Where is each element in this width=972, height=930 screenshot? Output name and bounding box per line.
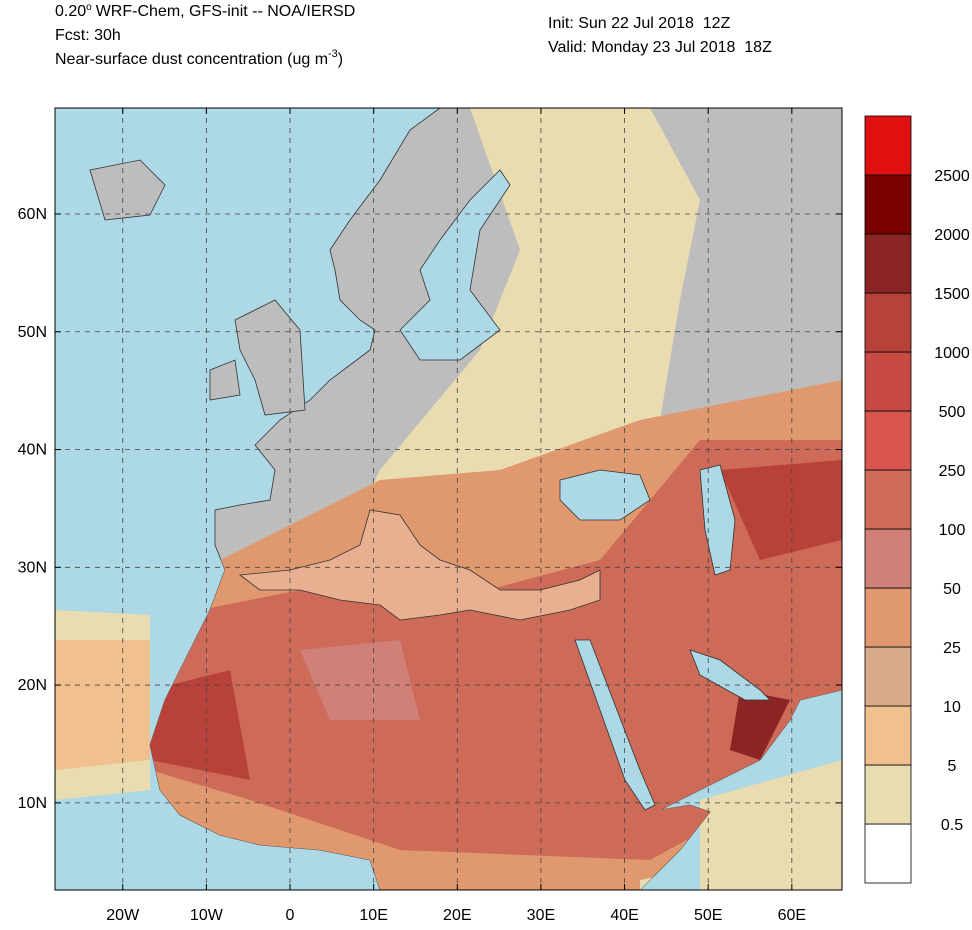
- variable-end: ): [338, 51, 343, 68]
- black-sea: [559, 469, 651, 521]
- ireland: [209, 359, 241, 401]
- title-rest: WRF-Chem, GFS-init -- NOA/IERSD: [96, 3, 356, 20]
- colorbar-label: 250: [939, 463, 966, 480]
- colorbar-label: 50: [943, 581, 961, 598]
- colorbar: 0.5 5 10 25 50 100 250 500 1000 1500 2000 2500: [864, 115, 970, 884]
- graticule: [55, 108, 842, 890]
- baltic-sea: [399, 169, 511, 361]
- y-tick-label: 50N: [18, 324, 47, 341]
- colorbar-bin: [864, 823, 912, 884]
- iceland: [89, 159, 166, 221]
- colorbar-bin: [864, 233, 912, 294]
- colorbar-label: 500: [939, 404, 966, 421]
- colorbar-label: 1000: [934, 345, 970, 362]
- forecast: Fcst: 30h: [55, 27, 121, 44]
- caspian-sea: [699, 464, 736, 576]
- colorbar-label: 5: [948, 758, 957, 775]
- variable-exponent: -3: [328, 48, 338, 60]
- dust-area: [730, 690, 790, 760]
- colorbar-label: 0.5: [941, 817, 963, 834]
- y-tick-label: 40N: [18, 442, 47, 459]
- colorbar-bin: [864, 115, 912, 176]
- x-tick-label: 20W: [106, 907, 140, 924]
- dust-area: [300, 640, 420, 720]
- x-tick-label: 60E: [778, 907, 806, 924]
- dust-area: [720, 460, 842, 560]
- ocean-dust: [700, 760, 842, 890]
- great-britain: [234, 299, 306, 416]
- axes: 20W 10W 0 10E 20E 30E 40E 50E 60E 60N 50N 40N 30N 20N…: [18, 108, 842, 924]
- init-time: Init: Sun 22 Jul 2018 12Z: [548, 15, 731, 32]
- y-tick-label: 10N: [18, 795, 47, 812]
- colorbar-bin: [864, 528, 912, 589]
- dust-field: [150, 108, 842, 890]
- variable: Near-surface dust concentration (ug m-3): [55, 48, 343, 68]
- x-tick-label: 10E: [359, 907, 387, 924]
- map-frame: [54, 107, 843, 891]
- colorbar-bin: [864, 292, 912, 353]
- x-tick-label: 20E: [443, 907, 471, 924]
- colorbar-bin: [864, 764, 912, 825]
- x-tick-label: 50E: [694, 907, 722, 924]
- colorbar-label: 2500: [934, 168, 970, 185]
- persian-gulf: [689, 649, 771, 701]
- dust-area: [370, 108, 700, 490]
- title-value: 0.20: [55, 3, 86, 20]
- colorbar-label: 1500: [934, 286, 970, 303]
- colorbar-label: 100: [939, 522, 966, 539]
- x-tick-label: 0: [286, 907, 295, 924]
- ocean-dust: [55, 640, 150, 770]
- colorbar-bin: [864, 174, 912, 235]
- islands: [89, 159, 306, 416]
- colorbar-bin: [864, 705, 912, 766]
- colorbar-label: 10: [943, 699, 961, 716]
- colorbar-bin: [864, 587, 912, 648]
- x-tick-label: 10W: [190, 907, 224, 924]
- title: 0.20o WRF-Chem, GFS-init -- NOA/IERSD: [55, 2, 355, 20]
- colorbar-bin: [864, 410, 912, 471]
- colorbar-label: 2000: [934, 227, 970, 244]
- dust-area: [150, 440, 842, 860]
- title-degree: o: [86, 2, 92, 13]
- colorbar-bin: [864, 646, 912, 707]
- y-tick-label: 30N: [18, 559, 47, 576]
- variable-text: Near-surface dust concentration (ug m: [55, 51, 328, 68]
- x-tick-label: 40E: [610, 907, 638, 924]
- colorbar-bin: [864, 469, 912, 530]
- y-tick-label: 60N: [18, 206, 47, 223]
- seas: [238, 169, 771, 811]
- colorbar-label: 25: [943, 640, 961, 657]
- valid-time: Valid: Monday 23 Jul 2018 18Z: [548, 39, 772, 56]
- y-tick-label: 20N: [18, 677, 47, 694]
- mediterranean: [238, 509, 601, 621]
- dust-area: [150, 670, 250, 780]
- red-sea: [574, 639, 656, 811]
- colorbar-bin: [864, 351, 912, 412]
- x-tick-label: 30E: [527, 907, 555, 924]
- map: [55, 108, 842, 890]
